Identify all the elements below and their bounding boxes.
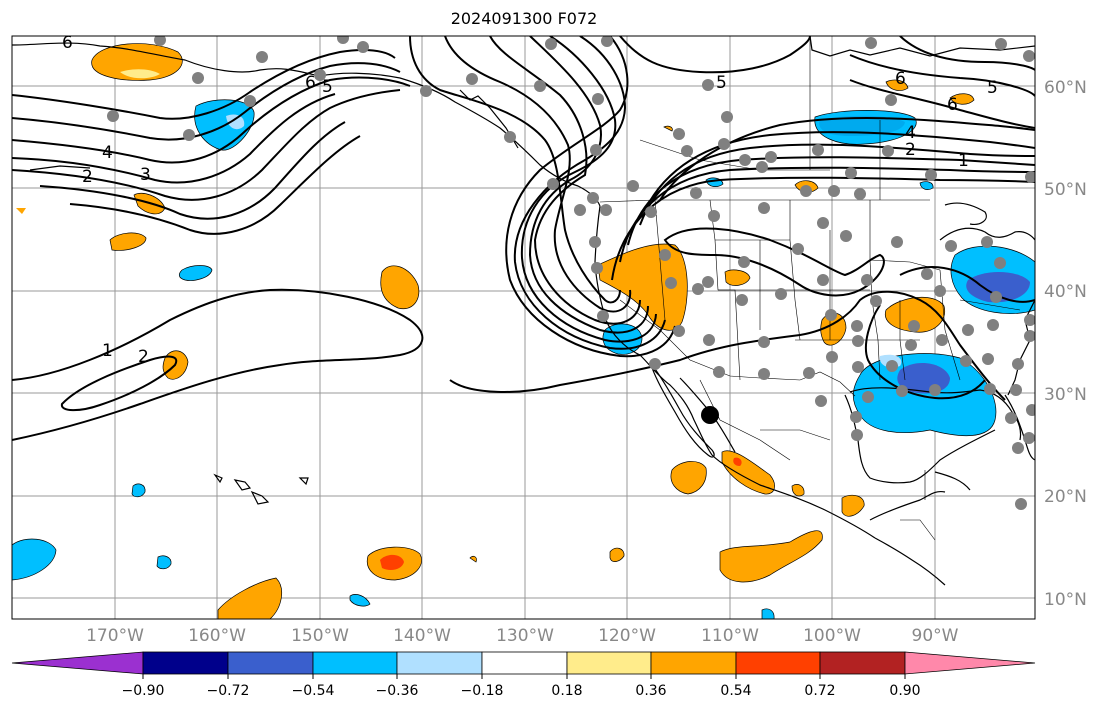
colorbar-label: −0.18 bbox=[460, 683, 504, 699]
colorbar bbox=[11, 651, 1036, 679]
colorbar-segment bbox=[819, 651, 906, 675]
contour-label: 1 bbox=[102, 341, 113, 361]
latitude-label: 40°N bbox=[1044, 282, 1087, 302]
colorbar-extend-high bbox=[904, 651, 1036, 675]
station-markers bbox=[107, 36, 1035, 510]
colorbar-label: 0.90 bbox=[889, 683, 921, 699]
longitude-label: 170°W bbox=[86, 626, 144, 646]
contour-label: 2 bbox=[82, 167, 93, 187]
colorbar-segment bbox=[227, 651, 314, 675]
map-frame bbox=[11, 35, 1036, 620]
contour-label: 5 bbox=[322, 77, 333, 97]
longitude-label: 110°W bbox=[701, 626, 759, 646]
contour-label: 6 bbox=[895, 69, 906, 89]
colorbar-segment bbox=[481, 651, 568, 675]
contour-label: 4 bbox=[905, 123, 916, 143]
latitude-label: 20°N bbox=[1044, 487, 1087, 507]
contour-label: 3 bbox=[140, 165, 151, 185]
weak-positive-anomaly-regions bbox=[16, 69, 160, 214]
colorbar-segment bbox=[650, 651, 737, 675]
colorbar-segment bbox=[735, 651, 821, 675]
colorbar-segment bbox=[566, 651, 652, 675]
colorbar-label: 0.54 bbox=[720, 683, 752, 699]
contour-label: 1 bbox=[958, 151, 969, 171]
colorbar-label: −0.90 bbox=[121, 683, 165, 699]
colorbar-label: −0.54 bbox=[291, 683, 335, 699]
longitude-label: 140°W bbox=[393, 626, 451, 646]
colorbar-extend-low bbox=[11, 651, 144, 675]
colorbar-segment bbox=[312, 651, 398, 675]
colorbar-label: −0.72 bbox=[206, 683, 250, 699]
latitude-label: 50°N bbox=[1044, 180, 1087, 200]
contour-label-group: 4 2 3 6 5 1 2 5 6 6 5 4 2 1 6 bbox=[62, 33, 998, 367]
latitude-label: 10°N bbox=[1044, 590, 1087, 610]
latitude-label: 60°N bbox=[1044, 78, 1087, 98]
contour-label: 6 bbox=[947, 95, 958, 115]
contour-label: 6 bbox=[305, 73, 316, 93]
highlight-marker bbox=[701, 406, 719, 424]
positive-anomaly-regions bbox=[91, 43, 975, 619]
longitude-label: 100°W bbox=[803, 626, 861, 646]
colorbar-label: −0.36 bbox=[375, 683, 419, 699]
contour-label: 6 bbox=[62, 33, 73, 53]
contour-label: 2 bbox=[905, 140, 916, 160]
longitude-label: 130°W bbox=[496, 626, 554, 646]
contour-lines bbox=[12, 36, 1035, 441]
contour-label: 5 bbox=[987, 78, 998, 98]
colorbar-segment bbox=[396, 651, 483, 675]
colorbar-label: 0.36 bbox=[635, 683, 667, 699]
latitude-label: 30°N bbox=[1044, 385, 1087, 405]
longitude-label: 90°W bbox=[911, 626, 959, 646]
colorbar-label: 0.18 bbox=[551, 683, 583, 699]
contour-label: 2 bbox=[138, 347, 149, 367]
colorbar-label: 0.72 bbox=[804, 683, 836, 699]
longitude-label: 160°W bbox=[188, 626, 246, 646]
map-title: 2024091300 F072 bbox=[450, 9, 598, 28]
strong-positive-anomaly-regions bbox=[380, 457, 742, 570]
contour-label: 5 bbox=[716, 73, 727, 93]
longitude-label: 150°W bbox=[291, 626, 349, 646]
longitude-label: 120°W bbox=[598, 626, 656, 646]
contour-label: 4 bbox=[102, 143, 113, 163]
colorbar-segment bbox=[142, 651, 229, 675]
